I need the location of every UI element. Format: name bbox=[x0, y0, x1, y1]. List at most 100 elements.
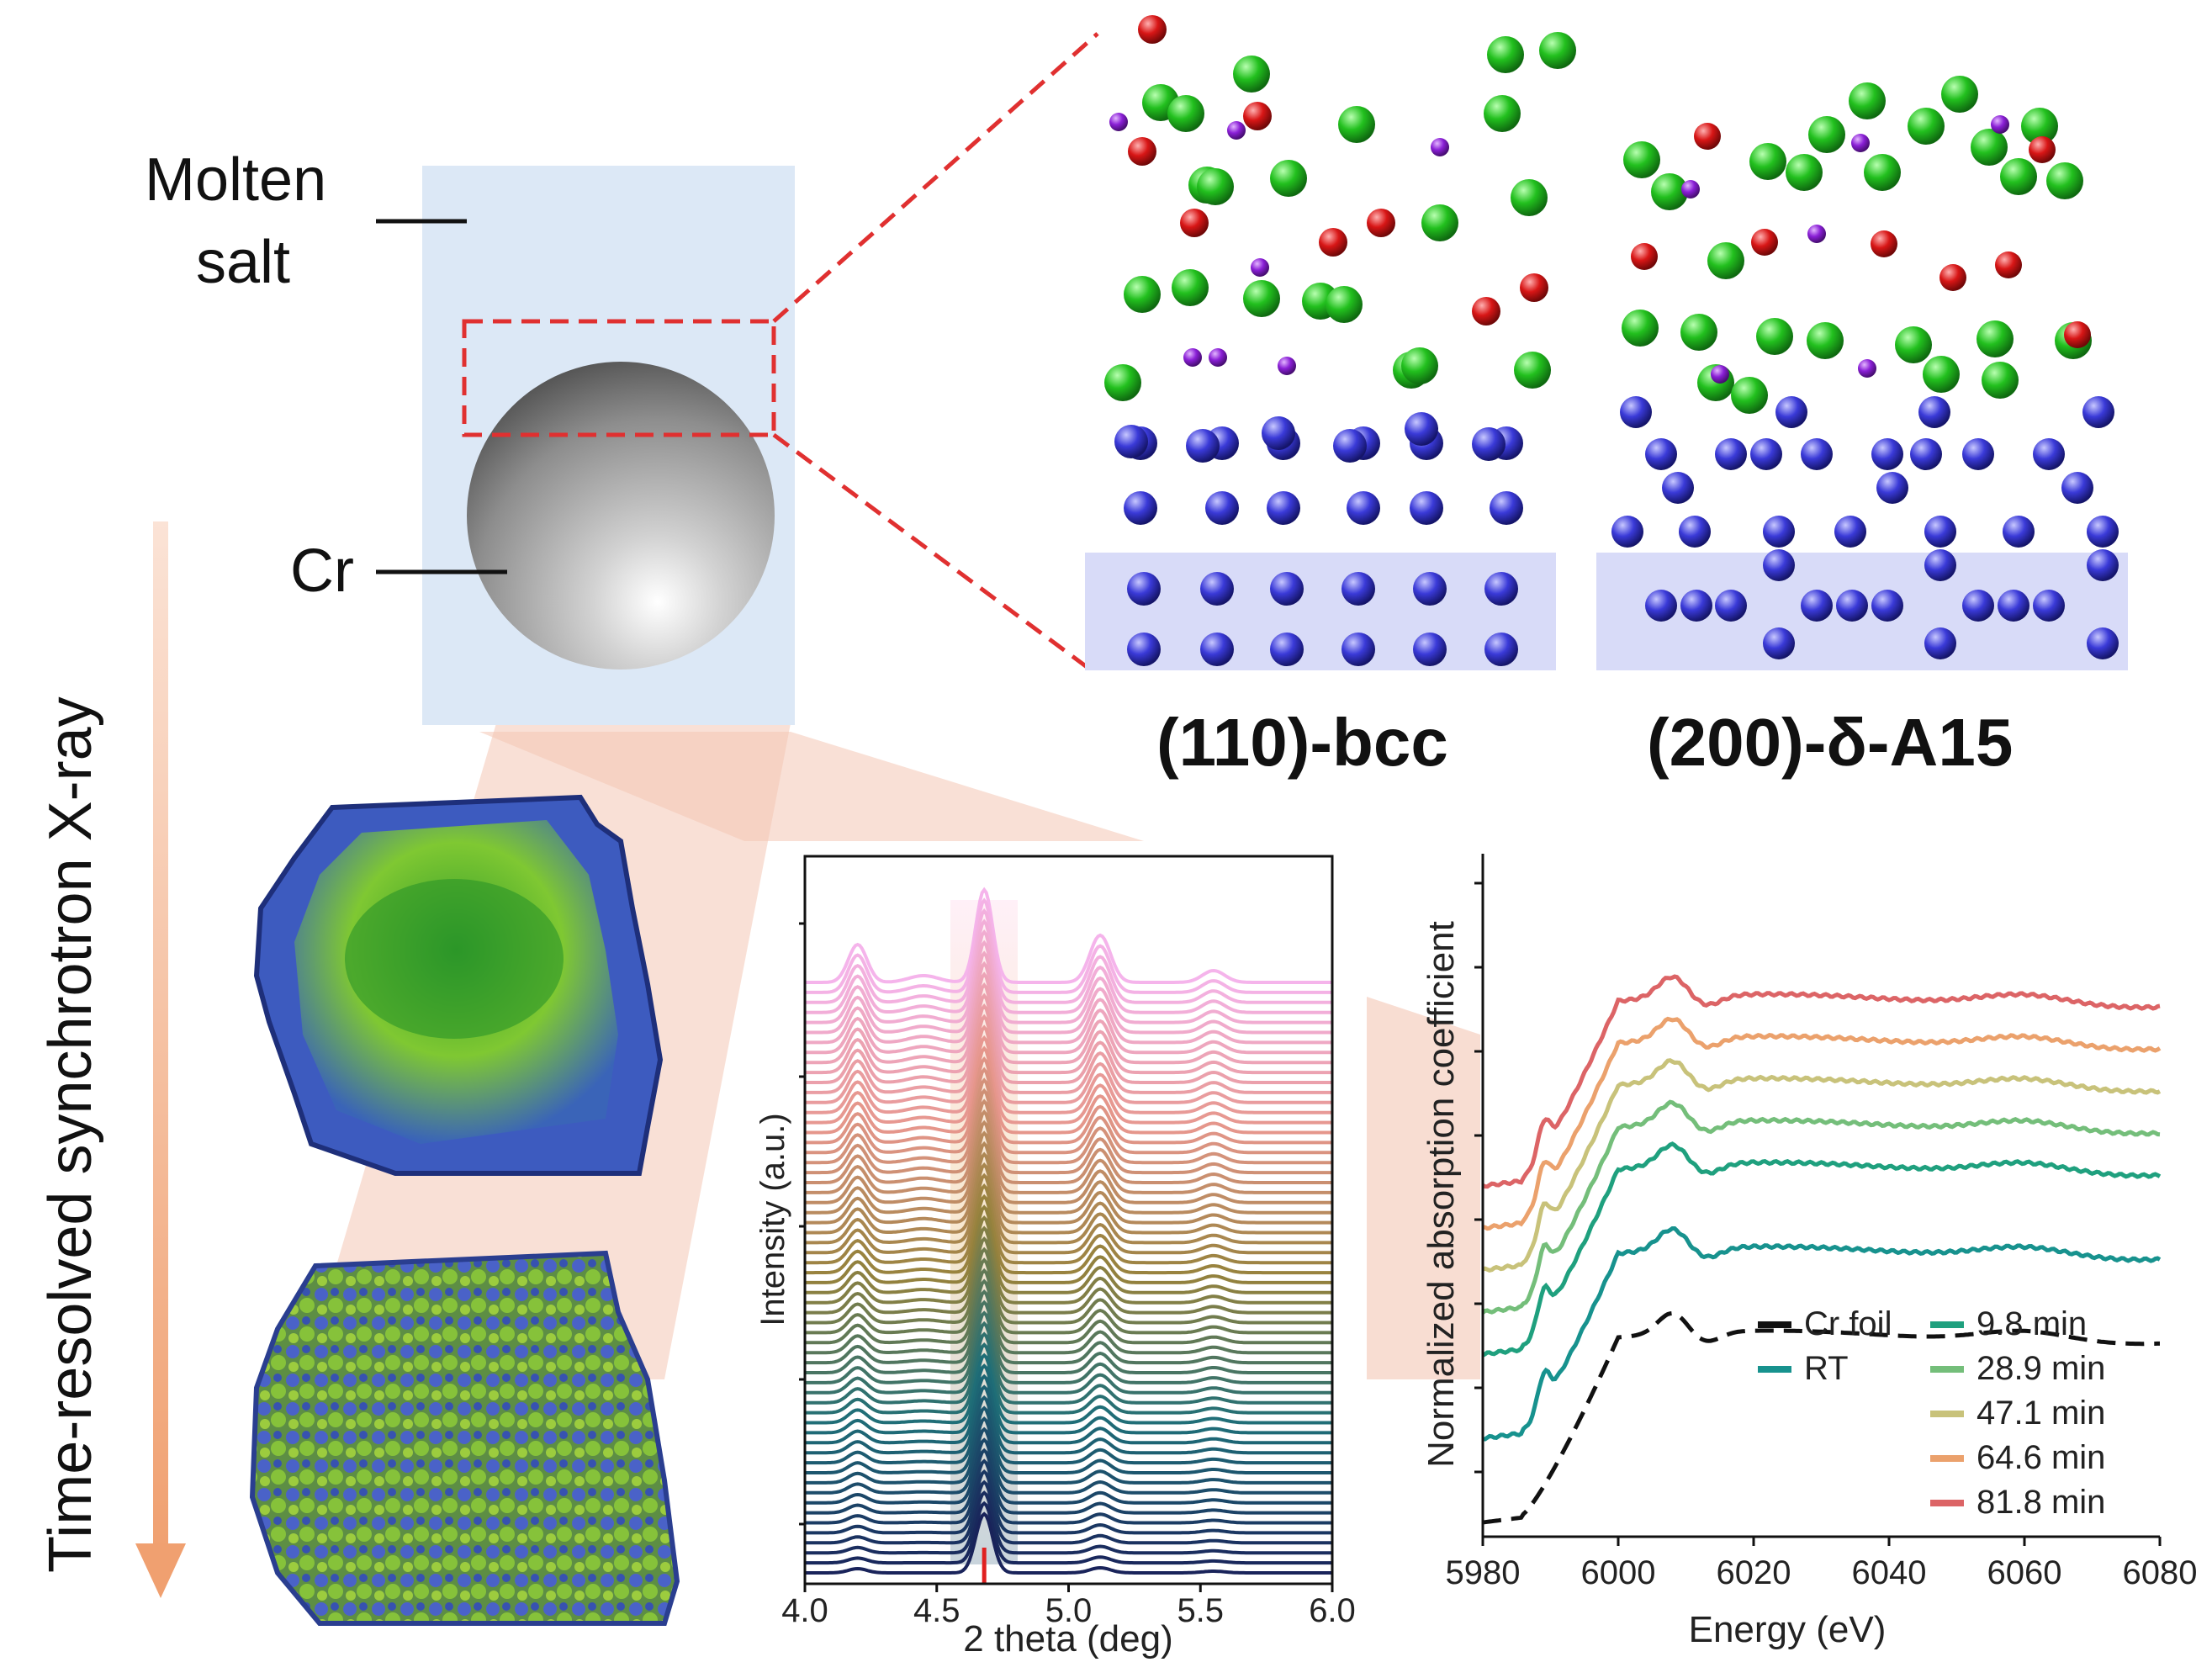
xrd-pattern-line bbox=[805, 1363, 1332, 1435]
cl-atom bbox=[1167, 95, 1204, 132]
cl-atom bbox=[1326, 286, 1363, 323]
cr-atom bbox=[2003, 516, 2035, 548]
cr-atom bbox=[1186, 429, 1220, 463]
legend-label: 81.8 min bbox=[1977, 1484, 2105, 1521]
k-atom bbox=[1319, 228, 1347, 257]
structure-label-a15: (200)-δ-A15 bbox=[1647, 705, 2013, 780]
cr-atom bbox=[2087, 549, 2119, 581]
xrd-pattern-line bbox=[805, 1088, 1332, 1175]
legend-label: RT bbox=[1804, 1350, 1849, 1387]
xrd-pattern-line bbox=[805, 1225, 1332, 1305]
cr-sphere bbox=[467, 362, 775, 670]
xrd-pattern-line bbox=[805, 1511, 1332, 1575]
xrd-pattern-line bbox=[805, 971, 1332, 1065]
k-atom bbox=[1138, 15, 1167, 44]
substrate-band-bcc bbox=[1085, 553, 1556, 670]
xas-series-line bbox=[1482, 1058, 2162, 1273]
cl-atom bbox=[1786, 154, 1823, 191]
xrd-pattern-line bbox=[805, 1310, 1332, 1384]
xas-series-line bbox=[1482, 1310, 2160, 1525]
cl-atom bbox=[2046, 162, 2083, 199]
xrd-pattern-line bbox=[805, 1458, 1332, 1525]
cl-atom bbox=[1421, 204, 1458, 241]
xrd-pattern-line bbox=[805, 1490, 1332, 1555]
cl-atom bbox=[1243, 280, 1280, 317]
k-atom bbox=[1871, 230, 1897, 257]
xas-axis-ticks: 5980 6000 6020 6040 6060 6080 bbox=[1446, 881, 2197, 1591]
k-atom bbox=[1995, 251, 2022, 278]
cr-atom bbox=[1333, 429, 1367, 463]
cr-atom bbox=[1924, 516, 1956, 548]
cr-atom bbox=[1620, 396, 1652, 428]
cr-atom bbox=[2033, 438, 2065, 470]
k-atom bbox=[1751, 229, 1778, 256]
cl-atom bbox=[1651, 173, 1688, 210]
xas-legend: Cr foil RT 9.8 min 28.9 min 47.1 min 64.6 min… bbox=[1758, 1305, 2105, 1521]
xrd-pattern-line bbox=[805, 929, 1332, 1024]
cr-atom bbox=[1270, 633, 1304, 666]
na-atom bbox=[1807, 225, 1826, 243]
xrd-pattern-line bbox=[805, 1098, 1332, 1184]
cr-atom bbox=[1490, 491, 1523, 525]
cr-atom bbox=[1410, 491, 1443, 525]
xrd-pattern-line bbox=[805, 1289, 1332, 1365]
xrd-pattern-line bbox=[805, 1151, 1332, 1235]
k-atom bbox=[1939, 264, 1966, 291]
xrd-pattern-line bbox=[805, 887, 1332, 984]
xrd-pattern-line bbox=[805, 1056, 1332, 1145]
cr-atom bbox=[1645, 438, 1677, 470]
cl-atom bbox=[1338, 106, 1375, 143]
cl-atom bbox=[1807, 322, 1844, 359]
xrd-pattern-line bbox=[805, 1077, 1332, 1165]
cl-atom bbox=[1514, 352, 1551, 389]
cl-atom bbox=[1749, 143, 1786, 180]
xas-series-line bbox=[1481, 1099, 2161, 1315]
cr-atom bbox=[1413, 572, 1447, 606]
legend-label: Cr foil bbox=[1804, 1305, 1892, 1342]
xrd-pattern-line bbox=[805, 1268, 1332, 1345]
cl-atom bbox=[1923, 356, 1960, 393]
xrd-pattern-line bbox=[805, 1501, 1332, 1565]
cl-atom bbox=[1484, 95, 1521, 132]
xas-x-axis-title: Energy (eV) bbox=[1689, 1609, 1887, 1650]
xrd-x-tick-label: 6.0 bbox=[1309, 1592, 1356, 1629]
cr-atom bbox=[1918, 396, 1950, 428]
cr-atom bbox=[2087, 627, 2119, 659]
xas-series-line bbox=[1481, 1141, 2162, 1358]
cr-atom bbox=[1341, 633, 1375, 666]
cr-atom bbox=[1127, 572, 1161, 606]
cr-atom bbox=[1484, 572, 1518, 606]
cl-atom bbox=[1539, 32, 1576, 69]
legend-label: 9.8 min bbox=[1977, 1305, 2087, 1342]
k-atom bbox=[1631, 243, 1658, 270]
cl-atom bbox=[1622, 310, 1659, 347]
cr-atom bbox=[1127, 633, 1161, 666]
cl-atom bbox=[1895, 326, 1932, 363]
cr-atom bbox=[1834, 516, 1866, 548]
xrd-pattern-line bbox=[805, 1479, 1332, 1545]
legend-label: 28.9 min bbox=[1977, 1350, 2105, 1387]
xrd-pattern-line bbox=[805, 1352, 1332, 1425]
timeline-label: Time-resolved synchrotron X-ray bbox=[37, 696, 104, 1573]
cr-atom bbox=[1924, 549, 1956, 581]
xrd-pattern-line bbox=[805, 982, 1332, 1075]
xrd-x-tick-label: 5.5 bbox=[1177, 1592, 1224, 1629]
xrd-pattern-line bbox=[805, 1342, 1332, 1415]
atoms-bcc-structure bbox=[1104, 15, 1576, 666]
cl-atom bbox=[1707, 242, 1744, 279]
xrd-axis-ticks: 4.0 4.5 5.0 5.5 6.0 bbox=[781, 922, 1356, 1629]
cr-atom bbox=[1267, 491, 1300, 525]
cl-atom bbox=[1977, 320, 2014, 357]
structure-label-bcc: (110)-bcc bbox=[1156, 705, 1448, 780]
xrd-pattern-line bbox=[805, 1278, 1332, 1355]
na-atom bbox=[1711, 365, 1729, 384]
cl-atom bbox=[2021, 108, 2058, 145]
xrd-pattern-line bbox=[805, 961, 1332, 1055]
cl-atom bbox=[1623, 141, 1660, 178]
xrd-pattern-line bbox=[805, 897, 1332, 994]
xrd-pattern-line bbox=[805, 1130, 1332, 1215]
cr-atom bbox=[1715, 438, 1747, 470]
xas-x-tick-label: 6060 bbox=[1987, 1554, 2062, 1591]
k-atom bbox=[1472, 297, 1500, 326]
